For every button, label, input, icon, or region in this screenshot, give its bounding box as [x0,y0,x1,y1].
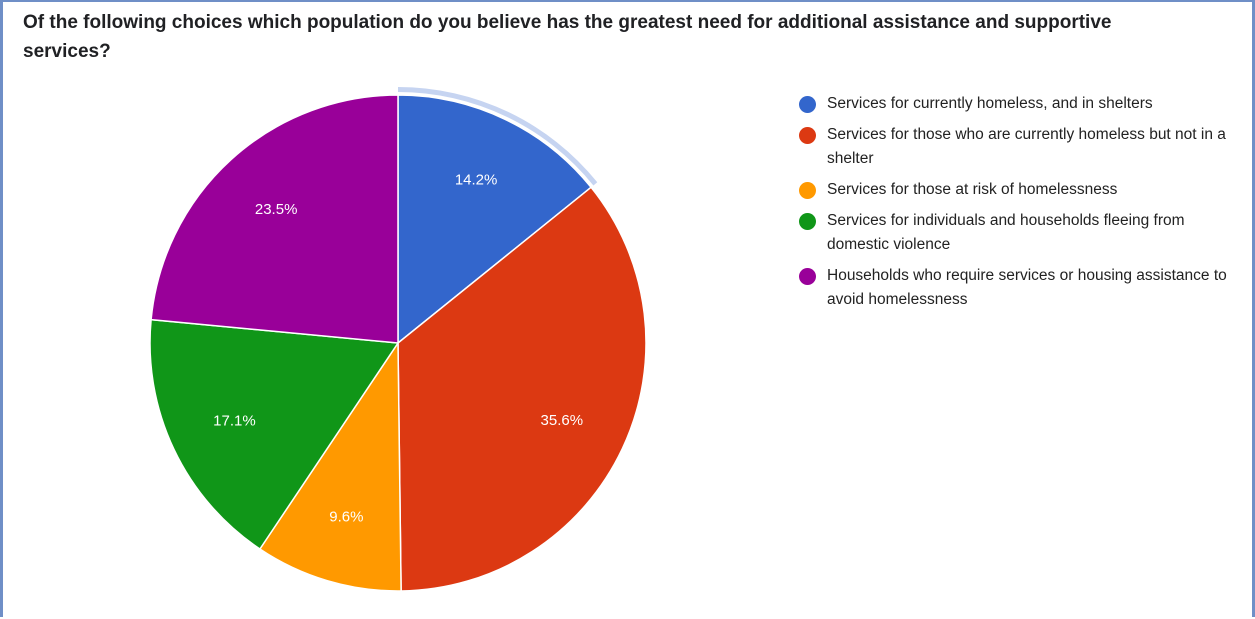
legend-item-2[interactable]: Services for those at risk of homelessne… [799,178,1239,202]
legend-label-2: Services for those at risk of homelessne… [827,181,1118,198]
pie-slice-3[interactable] [149,318,400,551]
legend-label-0: Services for currently homeless, and in … [827,95,1153,112]
legend-label-1: Services for those who are currently hom… [827,126,1226,167]
pie-slice-1[interactable] [397,186,647,592]
chart-legend: Services for currently homeless, and in … [799,92,1239,319]
legend-label-4: Households who require services or housi… [827,267,1227,308]
legend-item-0[interactable]: Services for currently homeless, and in … [799,92,1239,116]
legend-swatch-1 [799,127,816,144]
slice-value-label-2: 9.6% [329,509,363,526]
slice-value-label-0: 14.2% [455,172,498,189]
legend-swatch-3 [799,213,816,230]
legend-swatch-0 [799,96,816,113]
pie-chart: 14.2% 35.6% 9.6% 17.1% 23.5% [149,87,647,592]
legend-item-4[interactable]: Households who require services or housi… [799,264,1239,312]
legend-item-1[interactable]: Services for those who are currently hom… [799,123,1239,171]
chart-title: Of the following choices which populatio… [23,12,1112,62]
legend-swatch-2 [799,182,816,199]
pie-slice-4[interactable] [150,94,399,344]
legend-item-3[interactable]: Services for individuals and households … [799,209,1239,257]
slice-value-label-4: 23.5% [255,201,298,218]
pie-slice-2[interactable] [258,340,402,592]
slice-value-label-1: 35.6% [541,412,584,429]
pie-slice-0[interactable] [397,94,593,345]
legend-swatch-4 [799,268,816,285]
slice-value-label-3: 17.1% [213,413,256,430]
legend-label-3: Services for individuals and households … [827,212,1185,253]
